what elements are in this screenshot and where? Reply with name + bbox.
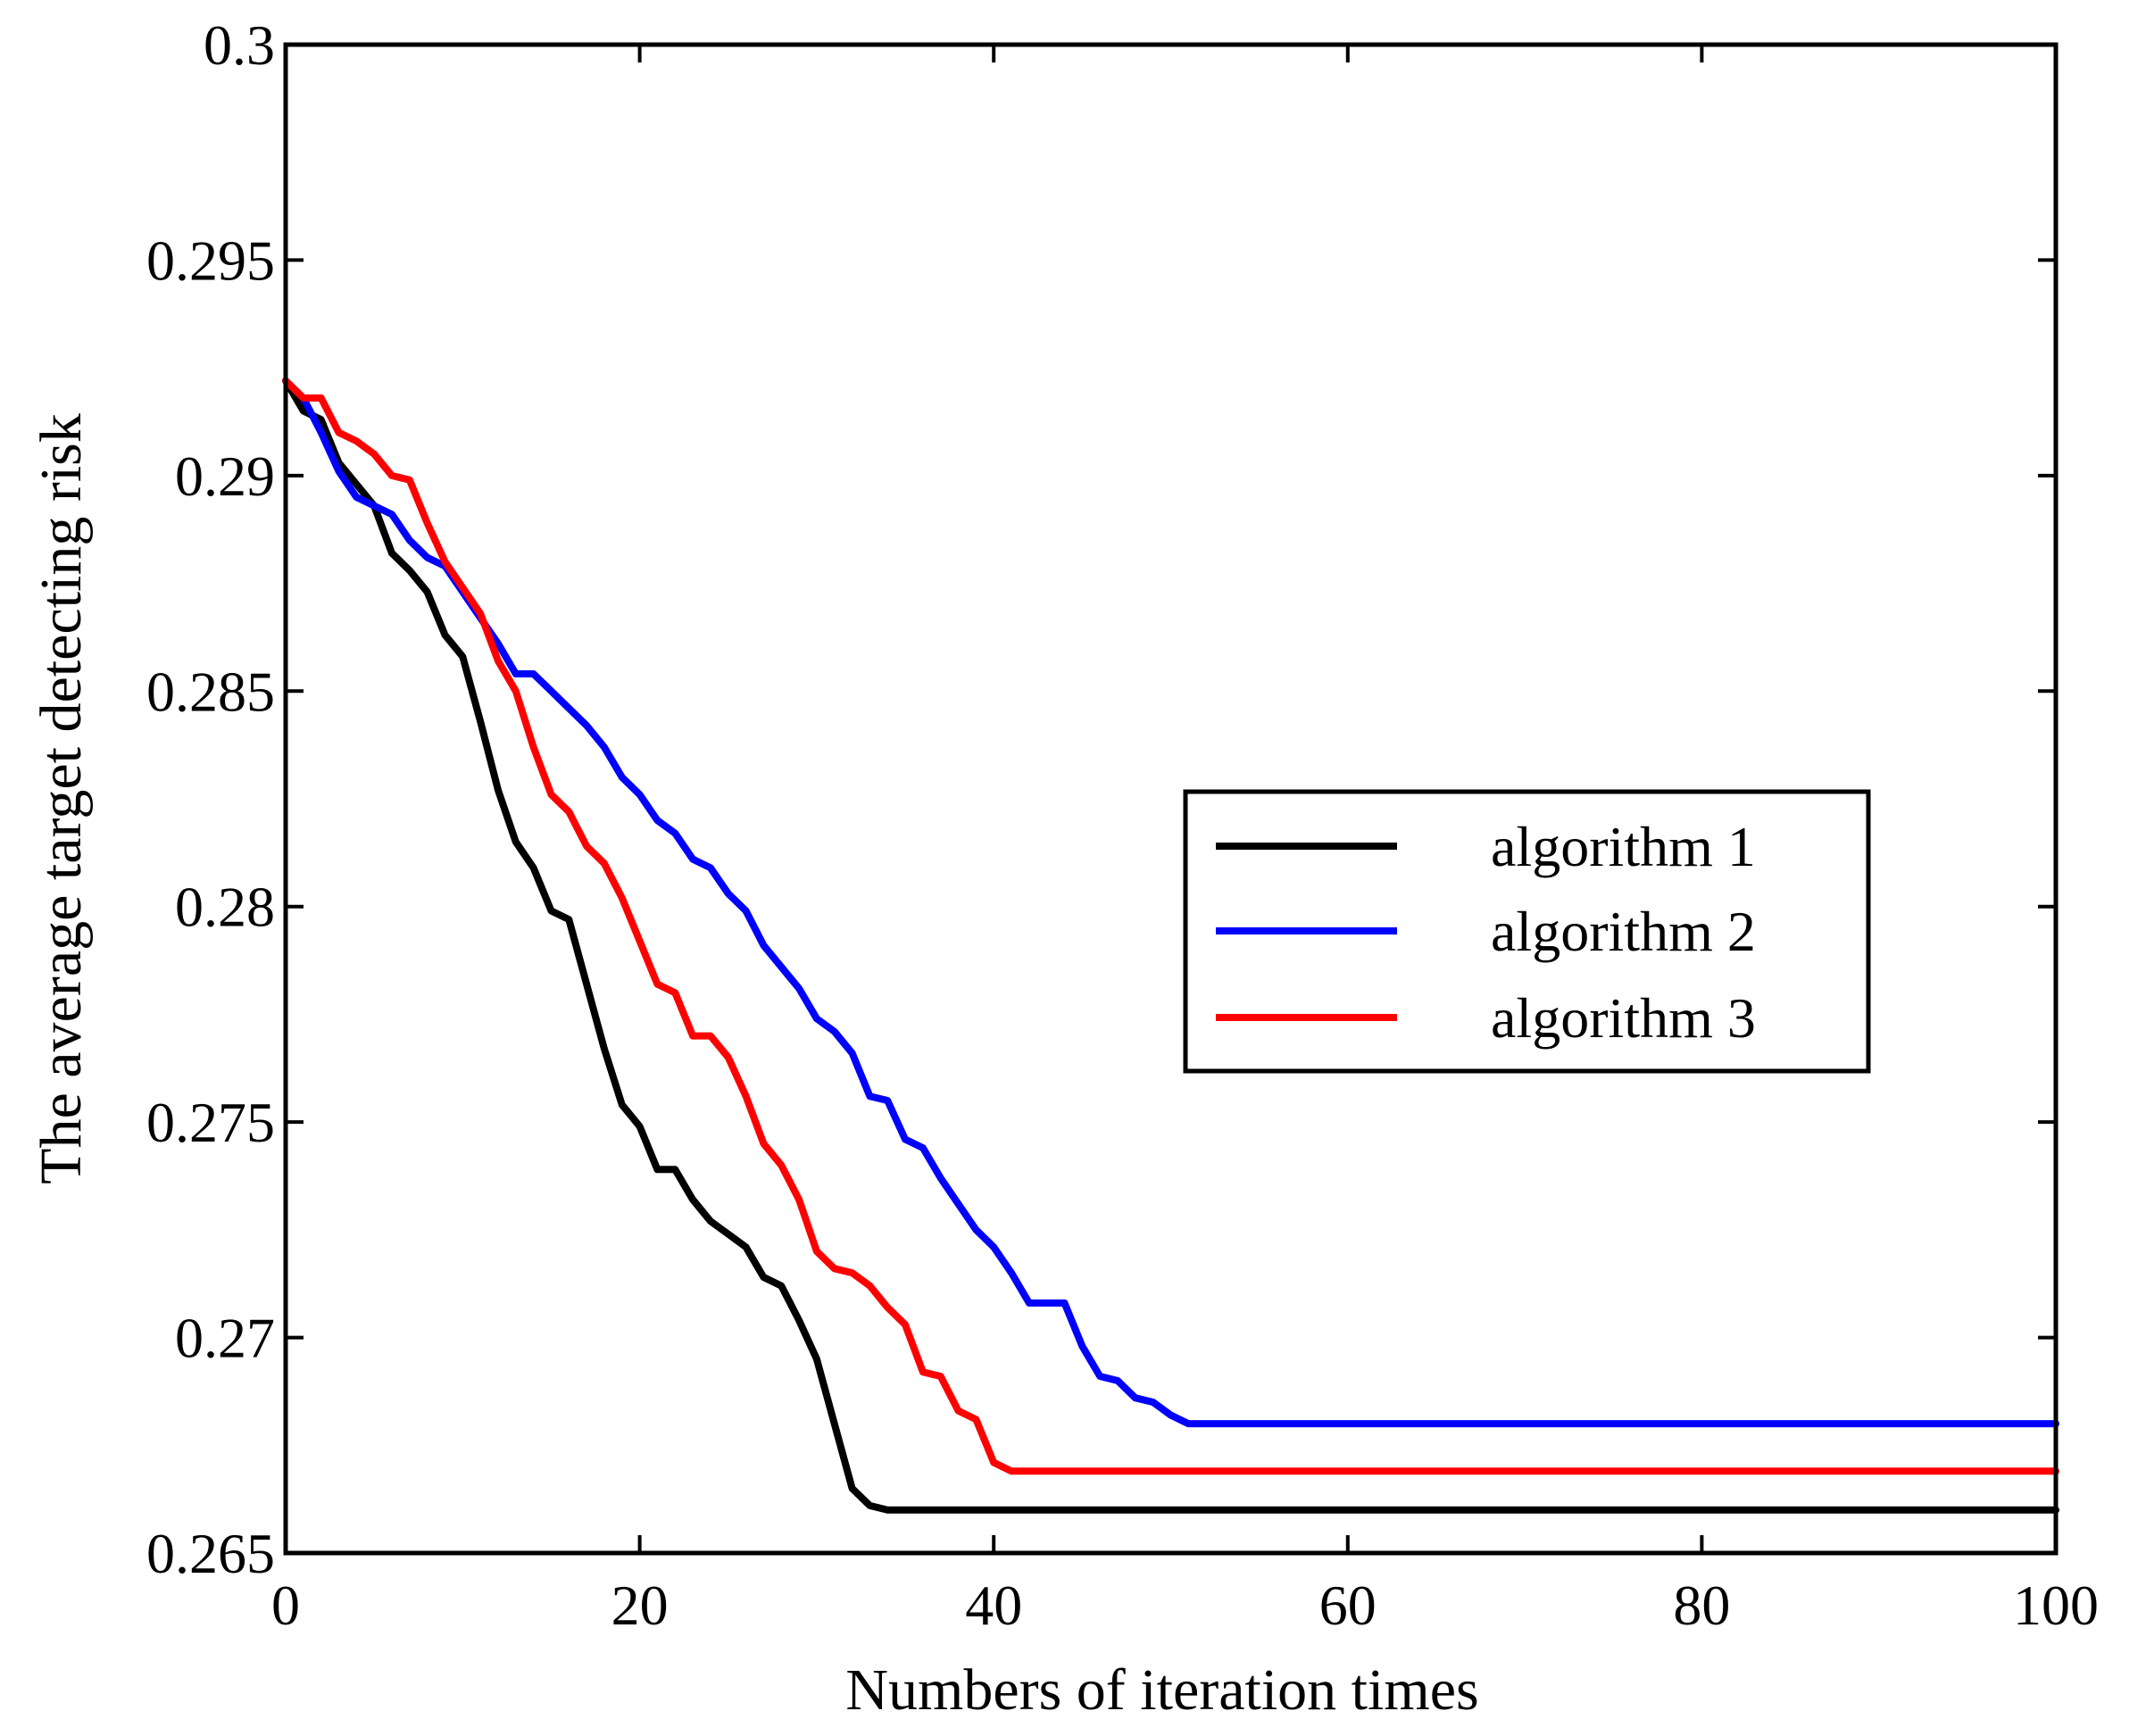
- legend: algorithm 1 algorithm 2 algorithm 3: [1183, 789, 1871, 1074]
- y-tick-label: 0.285: [146, 660, 275, 723]
- y-axis-label: The average target detecting risk: [29, 413, 94, 1184]
- x-axis-label: Numbers of iteration times: [845, 1657, 1478, 1723]
- x-tick-label: 80: [1673, 1574, 1730, 1637]
- y-tick-label: 0.28: [175, 876, 275, 939]
- plot-frame: [283, 42, 2059, 1556]
- legend-label-algorithm-2: algorithm 2: [1491, 900, 1756, 963]
- x-tick-label: 0: [271, 1574, 300, 1637]
- axes-layer: 0 20 40 60 80 100 0.265 0.27 0.275 0.28 0.285 0.29 0…: [146, 13, 2099, 1637]
- x-tick-label: 100: [2013, 1574, 2099, 1637]
- legend-label-algorithm-3: algorithm 3: [1491, 986, 1756, 1050]
- y-tick-label: 0.29: [175, 444, 275, 508]
- y-tick-label: 0.3: [204, 13, 275, 77]
- series-line-algorithm-3: [282, 377, 2059, 1475]
- y-tick-label: 0.265: [146, 1522, 275, 1585]
- series-layer: [282, 377, 2059, 1514]
- y-tick-label: 0.27: [175, 1307, 275, 1370]
- series-line-algorithm-1: [282, 377, 2059, 1514]
- x-tick-label: 40: [965, 1574, 1022, 1637]
- legend-label-algorithm-1: algorithm 1: [1491, 815, 1756, 878]
- x-tick-label: 60: [1319, 1574, 1377, 1637]
- series-line-algorithm-2: [282, 377, 2059, 1428]
- x-tick-label: 20: [611, 1574, 669, 1637]
- y-tick-label: 0.295: [146, 228, 275, 292]
- y-tick-label: 0.275: [146, 1091, 275, 1154]
